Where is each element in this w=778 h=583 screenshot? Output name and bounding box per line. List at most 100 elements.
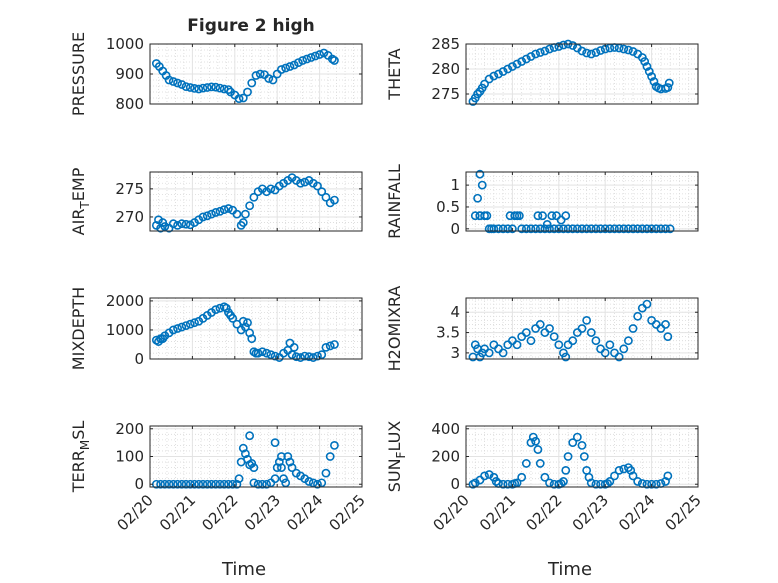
data-point	[293, 58, 303, 67]
data-point	[249, 192, 259, 202]
data-point	[249, 463, 259, 472]
data-point	[600, 224, 610, 234]
data-point	[512, 59, 522, 69]
data-point	[498, 224, 508, 234]
data-point	[219, 479, 229, 489]
data-point	[207, 82, 216, 92]
ytick-label: 0	[134, 350, 144, 368]
data-point	[215, 83, 225, 93]
data-point	[247, 78, 257, 88]
data-point	[521, 224, 531, 234]
data-point	[554, 224, 564, 234]
y-axis-label-subscript: F	[394, 451, 408, 458]
data-point	[202, 211, 212, 221]
data-point	[498, 348, 508, 358]
data-point	[610, 224, 619, 234]
ytick-label: 400	[431, 420, 460, 438]
ytick-label: 2000	[106, 292, 144, 310]
data-point	[264, 74, 274, 83]
data-point	[160, 222, 170, 231]
data-point	[505, 211, 515, 221]
data-point	[521, 328, 531, 337]
data-point	[542, 220, 552, 229]
data-point	[211, 479, 221, 489]
data-point	[547, 211, 557, 221]
data-point	[473, 193, 482, 203]
data-point	[245, 201, 255, 211]
ytick-label: 275	[115, 180, 144, 198]
data-point	[540, 224, 550, 234]
data-point	[535, 459, 545, 468]
ytick-label: 800	[115, 95, 144, 113]
data-point	[510, 211, 520, 221]
data-point	[498, 67, 508, 76]
data-point	[533, 211, 543, 221]
data-point	[538, 211, 547, 221]
data-point	[164, 479, 174, 489]
data-point	[642, 62, 652, 71]
data-point	[591, 336, 601, 346]
data-point	[185, 319, 195, 329]
data-point	[173, 220, 182, 230]
data-point	[164, 75, 174, 85]
data-point	[266, 350, 276, 360]
data-point	[568, 224, 578, 234]
y-axis-label: AIRTEMP	[69, 167, 92, 235]
data-point	[211, 208, 221, 217]
y-axis-label-subscript: M	[78, 440, 92, 450]
data-point	[661, 224, 670, 234]
x-axis-label: Time	[547, 559, 592, 580]
data-point	[475, 211, 485, 221]
data-point	[272, 463, 282, 472]
figure-title: Figure 2 high	[187, 16, 315, 36]
ytick-label: 0.5	[436, 198, 460, 216]
data-point	[480, 471, 489, 481]
data-point	[243, 318, 252, 328]
data-point	[577, 441, 587, 450]
y-axis-label-main: AIR	[69, 209, 88, 236]
data-point	[596, 46, 605, 55]
data-point	[262, 348, 271, 358]
data-point	[177, 322, 187, 332]
data-point	[651, 224, 661, 234]
data-point	[614, 224, 624, 234]
data-point	[232, 479, 242, 489]
data-point	[289, 342, 299, 352]
data-point	[156, 223, 165, 233]
data-point	[285, 62, 295, 71]
data-point	[285, 457, 295, 467]
data-point	[277, 452, 286, 461]
data-point	[591, 479, 601, 489]
data-point	[181, 321, 191, 330]
data-point	[211, 82, 221, 92]
data-point	[531, 49, 540, 59]
y-axis-label-tail: LUX	[385, 421, 404, 452]
data-point	[277, 65, 286, 74]
data-point	[296, 178, 305, 188]
data-point	[268, 75, 278, 85]
data-point	[633, 311, 643, 321]
y-axis-label-main: THETA	[385, 48, 404, 100]
data-point	[610, 471, 619, 481]
data-point	[489, 224, 499, 234]
data-point	[298, 56, 308, 65]
data-point	[561, 352, 571, 362]
data-point	[291, 352, 301, 362]
data-point	[228, 479, 238, 489]
y-axis-label-tail: EMP	[69, 167, 88, 201]
data-point	[330, 195, 339, 205]
y-axis-label-main: RAINFALL	[385, 164, 404, 239]
data-point	[664, 78, 674, 88]
data-point	[304, 352, 314, 362]
data-point	[211, 305, 221, 315]
ytick-label: 1000	[106, 321, 144, 339]
data-point	[270, 438, 280, 448]
y-axis-label-main: TERR	[69, 450, 88, 493]
data-series	[151, 431, 339, 489]
data-point	[232, 209, 242, 219]
data-point	[559, 477, 568, 486]
data-point	[185, 83, 195, 92]
y-axis-label-main: PRESSURE	[69, 32, 88, 116]
data-point	[330, 56, 339, 65]
data-point	[663, 471, 673, 481]
